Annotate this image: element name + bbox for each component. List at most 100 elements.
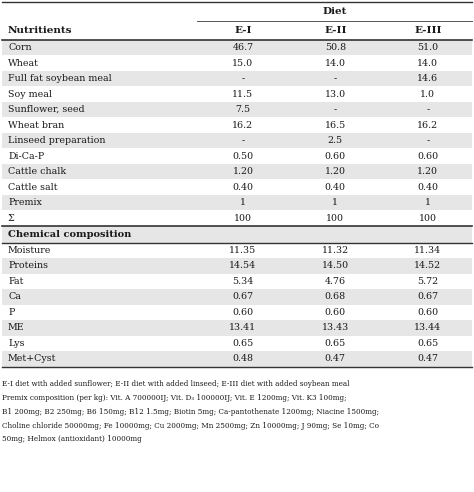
Text: 7.5: 7.5: [236, 105, 250, 114]
Text: 14.52: 14.52: [414, 261, 441, 270]
Text: 14.54: 14.54: [229, 261, 256, 270]
Text: 51.0: 51.0: [417, 43, 438, 52]
Text: Cattle chalk: Cattle chalk: [8, 167, 66, 176]
Text: 11.32: 11.32: [322, 246, 349, 255]
Text: 100: 100: [327, 214, 344, 222]
Text: Lys: Lys: [8, 339, 25, 348]
Text: 11.34: 11.34: [414, 246, 441, 255]
Text: Premix: Premix: [8, 198, 42, 207]
Text: 1.20: 1.20: [417, 167, 438, 176]
Bar: [2, 336, 472, 351]
Bar: [2, 289, 472, 305]
Text: 0.67: 0.67: [232, 292, 254, 301]
Text: 0.65: 0.65: [232, 339, 254, 348]
Text: -: -: [334, 105, 337, 114]
Text: 5.72: 5.72: [417, 277, 438, 286]
Bar: [2, 274, 472, 289]
Bar: [2, 102, 472, 117]
Text: Nutritients: Nutritients: [8, 26, 73, 35]
Text: 14.50: 14.50: [322, 261, 349, 270]
Text: 0.40: 0.40: [325, 183, 346, 191]
Text: Sunflower, seed: Sunflower, seed: [8, 105, 85, 114]
Text: 0.40: 0.40: [232, 183, 254, 191]
Bar: [2, 117, 472, 133]
Text: Moisture: Moisture: [8, 246, 52, 255]
Text: 5.34: 5.34: [232, 277, 254, 286]
Text: 2.5: 2.5: [328, 136, 343, 145]
Text: 13.43: 13.43: [322, 323, 349, 332]
Bar: [2, 258, 472, 274]
Text: 1: 1: [332, 198, 338, 207]
Bar: [2, 40, 472, 55]
Text: 13.41: 13.41: [229, 323, 256, 332]
Text: 0.60: 0.60: [325, 152, 346, 160]
Text: 0.65: 0.65: [325, 339, 346, 348]
Text: 16.2: 16.2: [417, 121, 438, 129]
Text: Σ: Σ: [8, 214, 15, 222]
Text: 1: 1: [240, 198, 246, 207]
Bar: [2, 71, 472, 86]
Text: 1: 1: [425, 198, 431, 207]
Text: 16.2: 16.2: [232, 121, 254, 129]
Bar: [2, 305, 472, 320]
Text: Soy meal: Soy meal: [8, 90, 52, 98]
Bar: [2, 86, 472, 102]
Text: 0.50: 0.50: [232, 152, 254, 160]
Text: Di-Ca-P: Di-Ca-P: [8, 152, 44, 160]
Text: Met+Cyst: Met+Cyst: [8, 354, 56, 363]
Text: 13.44: 13.44: [414, 323, 441, 332]
Text: 14.0: 14.0: [325, 59, 346, 67]
Text: 0.47: 0.47: [325, 354, 346, 363]
Text: 14.6: 14.6: [417, 74, 438, 83]
Text: 1.20: 1.20: [325, 167, 346, 176]
Bar: [2, 320, 472, 336]
Text: ME: ME: [8, 323, 25, 332]
Text: 0.68: 0.68: [325, 292, 346, 301]
Text: Wheat: Wheat: [8, 59, 39, 67]
Bar: [2, 133, 472, 148]
Text: 1.20: 1.20: [232, 167, 254, 176]
Bar: [2, 243, 472, 258]
Text: 100: 100: [419, 214, 437, 222]
Text: 0.47: 0.47: [417, 354, 438, 363]
Text: 50.8: 50.8: [325, 43, 346, 52]
Text: 11.5: 11.5: [232, 90, 254, 98]
Text: 11.35: 11.35: [229, 246, 256, 255]
Text: 13.0: 13.0: [325, 90, 346, 98]
Text: 100: 100: [234, 214, 252, 222]
Text: Proteins: Proteins: [8, 261, 48, 270]
Text: E-I diet with added sunflower; E-II diet with added linseed; E-III diet with add: E-I diet with added sunflower; E-II diet…: [2, 380, 350, 388]
Text: -: -: [426, 136, 429, 145]
Text: -: -: [334, 74, 337, 83]
Bar: [2, 164, 472, 179]
Bar: [2, 226, 472, 243]
Text: Chemical composition: Chemical composition: [8, 230, 131, 239]
Text: 0.40: 0.40: [417, 183, 438, 191]
Text: -: -: [426, 105, 429, 114]
Text: 0.65: 0.65: [417, 339, 438, 348]
Text: Wheat bran: Wheat bran: [8, 121, 64, 129]
Text: P: P: [8, 308, 14, 317]
Text: 0.67: 0.67: [417, 292, 438, 301]
Text: Corn: Corn: [8, 43, 32, 52]
Text: 14.0: 14.0: [417, 59, 438, 67]
Bar: [2, 148, 472, 164]
Text: Full fat soybean meal: Full fat soybean meal: [8, 74, 112, 83]
Text: 46.7: 46.7: [232, 43, 254, 52]
Text: 1.0: 1.0: [420, 90, 435, 98]
Text: B1 200mg; B2 250mg; B6 150mg; B12 1.5mg; Biotin 5mg; Ca-pantothenate 1200mg; Nia: B1 200mg; B2 250mg; B6 150mg; B12 1.5mg;…: [2, 408, 380, 416]
Text: -: -: [241, 136, 245, 145]
Text: Diet: Diet: [322, 7, 346, 16]
Text: 4.76: 4.76: [325, 277, 346, 286]
Text: 50mg; Helmox (antioxidant) 10000mg: 50mg; Helmox (antioxidant) 10000mg: [2, 435, 142, 443]
Text: E-II: E-II: [324, 26, 346, 35]
Text: 0.60: 0.60: [417, 152, 438, 160]
Text: Ca: Ca: [8, 292, 21, 301]
Text: E-III: E-III: [414, 26, 442, 35]
Text: Linseed preparation: Linseed preparation: [8, 136, 106, 145]
Text: 0.60: 0.60: [232, 308, 254, 317]
Text: Fat: Fat: [8, 277, 23, 286]
Text: 15.0: 15.0: [232, 59, 254, 67]
Bar: [2, 210, 472, 226]
Text: 0.48: 0.48: [232, 354, 254, 363]
